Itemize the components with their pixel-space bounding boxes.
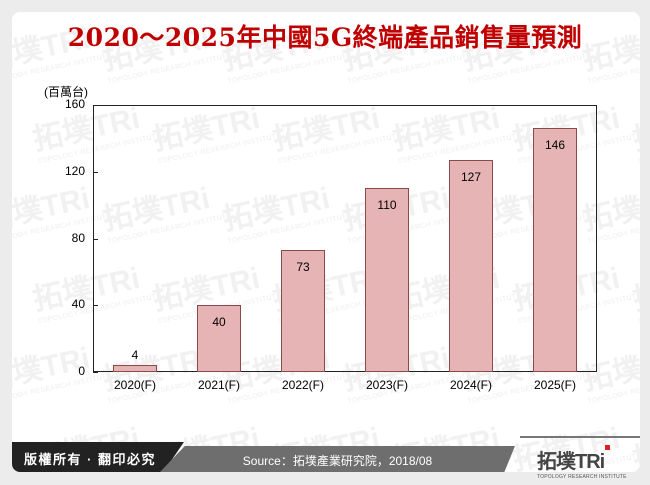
source-banner: Source：拓墣產業研究院，2018/08 [160,446,515,472]
y-tick-mark [93,238,98,240]
bar-2020(F) [113,365,157,372]
chart-title: 2020～2025年中國5G終端產品銷售量預測 [67,23,583,52]
bar-2024(F) [449,160,493,372]
y-tick-label: 40 [71,297,85,312]
y-tick-label: 80 [71,230,85,245]
source-text: Source：拓墣產業研究院，2018/08 [242,454,433,468]
bar-2021(F) [197,305,241,372]
logo-subtitle: TOPOLOGY RESEARCH INSTITUTE [537,474,627,480]
bar-value-label: 40 [212,315,226,330]
bar-value-label: 146 [544,138,566,153]
bar-2025(F) [533,128,577,372]
y-tick-label: 160 [64,97,85,111]
x-tick-label: 2024(F) [449,378,493,392]
bar-value-label: 73 [296,260,310,275]
x-tick-label: 2025(F) [533,378,577,392]
bar-value-label: 127 [460,170,482,185]
footer-divider [520,436,640,438]
y-tick-label: 120 [64,163,85,178]
y-tick-mark [93,171,98,173]
y-axis-unit-label: (百萬台) [44,85,88,99]
x-tick-label: 2022(F) [281,378,325,392]
x-tick-label: 2020(F) [113,378,157,392]
tri-logo: 拓墣TRi TOPOLOGY RESEARCH INSTITUTE [537,445,632,480]
y-tick-mark [93,105,98,106]
y-tick-label: 0 [78,364,85,378]
plot-area [93,105,597,372]
x-tick-label: 2021(F) [197,378,241,392]
copyright-banner: 版權所有 · 翻印必究 [12,442,184,472]
bar-2022(F) [281,250,325,372]
y-tick-mark [93,305,98,307]
y-tick-mark [93,372,98,373]
logo-red-dot-icon [605,445,611,450]
bar-value-label: 4 [131,348,139,363]
copyright-text: 版權所有 · 翻印必究 [24,452,157,467]
x-tick-label: 2023(F) [365,378,409,392]
logo-mark: 拓墣TRi [537,445,632,474]
bar-value-label: 110 [377,198,397,213]
bar-2023(F) [365,188,409,372]
